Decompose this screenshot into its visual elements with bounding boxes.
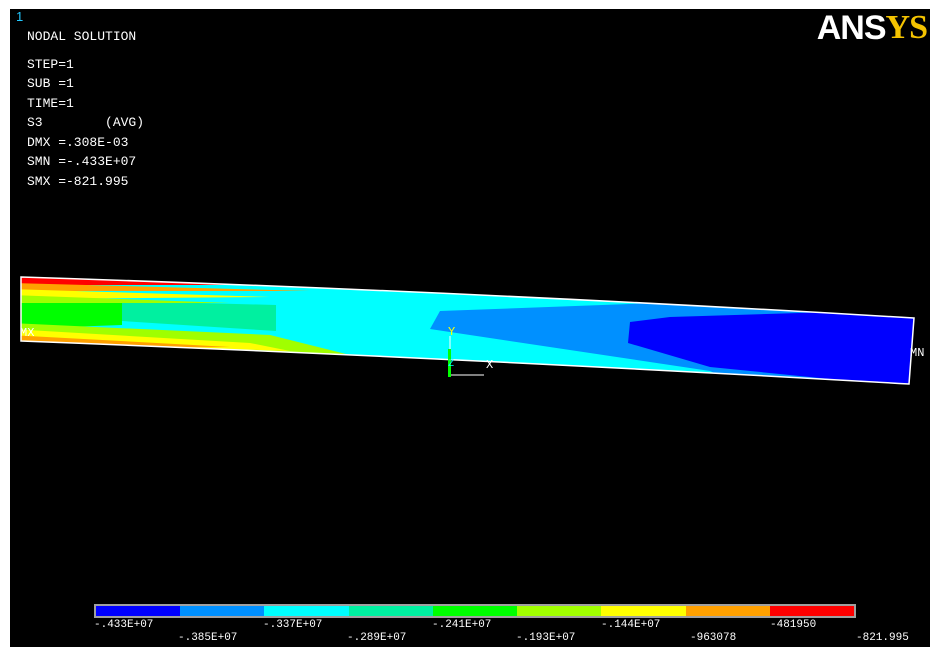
contour-band-orange-top xyxy=(21,283,310,291)
legend-swatch-7 xyxy=(601,606,686,616)
contour-band-yellow-top xyxy=(21,289,270,299)
legend-color-bar xyxy=(94,604,856,618)
triad-x-label: X xyxy=(486,358,494,372)
info-title: NODAL SOLUTION xyxy=(27,29,137,44)
legend-label-top-2: -.337E+07 xyxy=(263,619,323,631)
logo-sys: YS xyxy=(885,9,928,46)
legend-swatch-4 xyxy=(348,606,433,616)
legend-swatch-1 xyxy=(96,606,181,616)
info-panel: NODAL SOLUTION STEP=1 SUB =1 TIME=1 S3 (… xyxy=(27,27,144,191)
ansys-logo: ANS YS xyxy=(817,9,928,47)
contour-band-green xyxy=(21,299,122,329)
triad-z-label: Z xyxy=(448,359,455,370)
mn-marker: MN xyxy=(910,346,925,360)
triad-y-label: Y xyxy=(448,325,456,339)
legend-label-top-1: -.433E+07 xyxy=(94,619,154,631)
info-sub: SUB =1 xyxy=(27,76,74,91)
mx-marker: MX xyxy=(20,326,35,340)
graphics-viewport: 1 NODAL SOLUTION STEP=1 SUB =1 TIME=1 S3… xyxy=(10,9,930,647)
legend-label-bottom-3: -.193E+07 xyxy=(516,632,576,644)
info-s3: S3 (AVG) xyxy=(27,115,145,130)
legend-swatch-3 xyxy=(264,606,349,616)
legend-swatch-9 xyxy=(769,606,854,616)
legend-swatch-6 xyxy=(517,606,602,616)
contour-band-red-top xyxy=(21,277,470,285)
triad-marker xyxy=(448,349,451,377)
legend-label-top-5: -481950 xyxy=(770,619,817,631)
info-time: TIME=1 xyxy=(27,95,74,111)
stress-contour-plot xyxy=(20,276,915,385)
info-step: STEP=1 xyxy=(27,56,74,72)
legend-label-top-3: -.241E+07 xyxy=(432,619,492,631)
legend-label-bottom-1: -.385E+07 xyxy=(178,632,238,644)
info-dmx: DMX =.308E-03 xyxy=(27,134,129,150)
legend-label-bottom-2: -.289E+07 xyxy=(347,632,407,644)
legend-swatch-8 xyxy=(685,606,770,616)
info-smx: SMX =-821.995 xyxy=(27,173,129,189)
contour-band-yellow-bottom xyxy=(21,329,290,351)
legend-label-top-4: -.144E+07 xyxy=(601,619,661,631)
legend-swatch-5 xyxy=(432,606,518,616)
contour-band-blue xyxy=(628,309,914,384)
legend-label-bottom-5: -821.995 xyxy=(856,632,909,644)
beam-outline xyxy=(20,276,915,385)
info-smn: SMN =-.433E+07 xyxy=(27,154,137,169)
contour-band-lime-top xyxy=(21,295,230,303)
legend-label-bottom-4: -963078 xyxy=(690,632,737,644)
legend-swatch-2 xyxy=(180,606,265,616)
window-number: 1 xyxy=(16,9,24,24)
logo-ans: ANS xyxy=(816,9,887,47)
